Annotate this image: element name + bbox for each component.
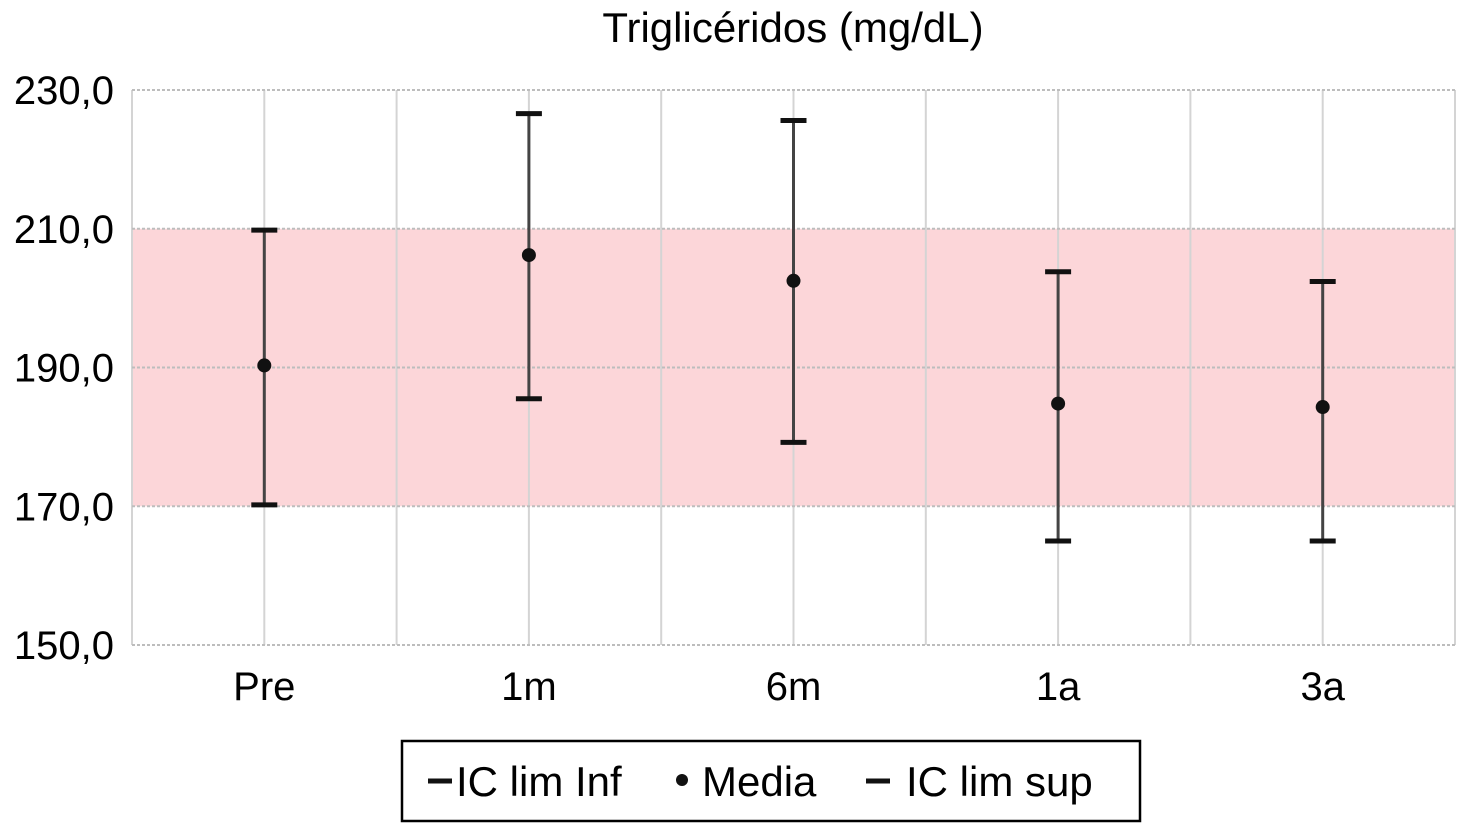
chart-title: Triglicéridos (mg/dL) xyxy=(602,4,983,51)
media-point xyxy=(257,358,272,373)
x-tick-label: 1m xyxy=(501,665,557,709)
y-tick-label: 210,0 xyxy=(14,208,114,252)
x-tick-label: Pre xyxy=(233,665,295,709)
legend-label-media: Media xyxy=(702,758,817,805)
y-tick-label: 150,0 xyxy=(14,624,114,668)
legend-label-ic-lim-inf: IC lim Inf xyxy=(456,758,622,805)
legend-box xyxy=(400,739,1142,823)
media-point xyxy=(521,248,536,263)
legend: IC lim Inf Media IC lim sup xyxy=(400,739,1142,823)
y-tick-label: 230,0 xyxy=(14,69,114,113)
legend-marker-media xyxy=(676,774,688,786)
legend-label-ic-lim-sup: IC lim sup xyxy=(906,758,1093,805)
media-point xyxy=(1315,400,1330,415)
x-tick-label: 3a xyxy=(1300,665,1345,709)
x-tick-label: 1a xyxy=(1036,665,1081,709)
y-tick-label: 170,0 xyxy=(14,485,114,529)
plot-area: 150,0 170,0 190,0 210,0 230,0 Pre 1m 6m 1a 3a xyxy=(14,69,1456,709)
y-tick-label: 190,0 xyxy=(14,347,114,391)
x-tick-label: 6m xyxy=(766,665,822,709)
media-point xyxy=(1051,396,1066,411)
media-point xyxy=(786,273,801,288)
